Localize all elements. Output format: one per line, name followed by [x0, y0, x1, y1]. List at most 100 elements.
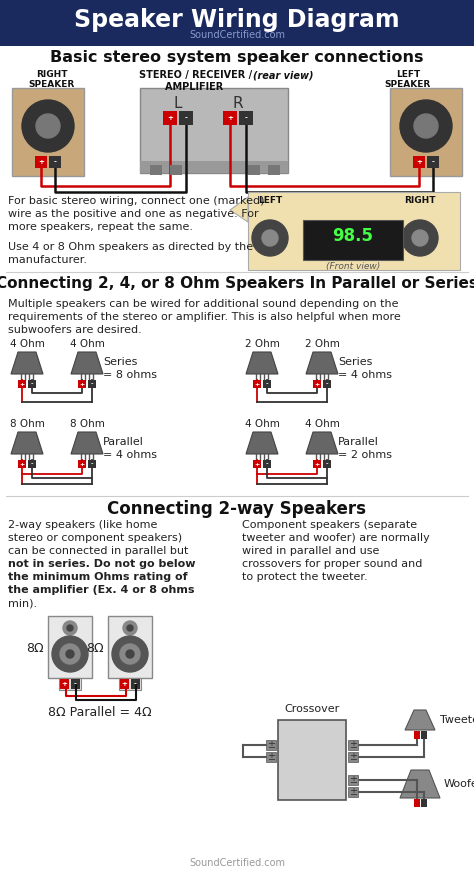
Text: -: -	[326, 461, 328, 466]
Text: Use 4 or 8 Ohm speakers as directed by the: Use 4 or 8 Ohm speakers as directed by t…	[8, 242, 253, 252]
Text: +: +	[19, 382, 25, 387]
Text: Connecting 2-way Speakers: Connecting 2-way Speakers	[108, 500, 366, 518]
Bar	[263, 380, 271, 388]
Text: +: +	[167, 115, 173, 121]
Text: more speakers, repeat the same.: more speakers, repeat the same.	[8, 222, 193, 232]
Text: Woofer: Woofer	[444, 779, 474, 789]
Bar	[108, 616, 152, 678]
Circle shape	[252, 220, 288, 256]
Bar	[78, 460, 86, 468]
Circle shape	[414, 114, 438, 138]
Text: stereo or component speakers): stereo or component speakers)	[8, 533, 182, 543]
Circle shape	[36, 114, 60, 138]
Text: 2-way speakers (like home: 2-way speakers (like home	[8, 520, 157, 530]
Text: -: -	[31, 461, 33, 466]
Text: wired in parallel and use: wired in parallel and use	[242, 546, 379, 556]
Bar	[88, 460, 96, 468]
Text: = 8 ohms: = 8 ohms	[103, 370, 157, 380]
Text: -: -	[31, 382, 33, 387]
Bar	[78, 380, 86, 388]
Polygon shape	[71, 432, 103, 454]
Bar	[414, 799, 420, 807]
Text: -: -	[431, 159, 435, 165]
Circle shape	[120, 644, 140, 664]
Circle shape	[412, 230, 428, 246]
Bar	[313, 380, 321, 388]
Bar	[120, 679, 129, 689]
Text: Tweeter: Tweeter	[440, 715, 474, 725]
Text: +: +	[38, 159, 44, 165]
Bar	[18, 460, 26, 468]
Text: not in series. Do not go below: not in series. Do not go below	[8, 559, 195, 569]
Bar	[348, 752, 358, 762]
Text: = 4 ohms: = 4 ohms	[103, 450, 157, 460]
Text: +: +	[416, 159, 422, 165]
Polygon shape	[71, 352, 103, 374]
Polygon shape	[400, 770, 440, 798]
Bar	[248, 165, 260, 175]
Text: the minimum Ohms rating of: the minimum Ohms rating of	[8, 572, 188, 582]
Text: -: -	[74, 681, 77, 687]
Text: 4 Ohm: 4 Ohm	[9, 339, 45, 349]
Bar	[0, 0, 474, 46]
Bar	[239, 111, 253, 125]
Bar	[253, 380, 261, 388]
Circle shape	[112, 636, 148, 672]
Bar	[414, 731, 420, 739]
Polygon shape	[11, 432, 43, 454]
Text: 2 Ohm: 2 Ohm	[245, 339, 280, 349]
Bar	[12, 88, 84, 176]
Text: RIGHT: RIGHT	[404, 196, 436, 205]
Polygon shape	[246, 432, 278, 454]
Text: Series: Series	[103, 357, 137, 367]
Circle shape	[63, 621, 77, 635]
Text: SoundCertified.com: SoundCertified.com	[189, 30, 285, 40]
Bar	[35, 156, 47, 168]
Text: wire as the positive and one as negative. For: wire as the positive and one as negative…	[8, 209, 259, 219]
Text: +: +	[255, 461, 260, 466]
Text: ±: ±	[349, 775, 357, 785]
Text: -: -	[266, 461, 268, 466]
Text: (rear view): (rear view)	[253, 70, 313, 80]
Text: can be connected in parallel but: can be connected in parallel but	[8, 546, 188, 556]
Bar	[140, 161, 288, 173]
Text: ±: ±	[349, 787, 357, 797]
Bar	[268, 165, 280, 175]
Bar	[266, 740, 276, 750]
Bar	[263, 460, 271, 468]
Text: 2 Ohm: 2 Ohm	[305, 339, 339, 349]
Text: L: L	[174, 96, 182, 111]
Text: the amplifier (Ex. 4 or 8 ohms: the amplifier (Ex. 4 or 8 ohms	[8, 585, 194, 595]
Circle shape	[262, 230, 278, 246]
Bar	[348, 787, 358, 797]
Bar	[421, 799, 427, 807]
Circle shape	[123, 621, 137, 635]
Bar	[18, 380, 26, 388]
Text: ±: ±	[349, 740, 357, 750]
Circle shape	[60, 644, 80, 664]
Text: to protect the tweeter.: to protect the tweeter.	[242, 572, 368, 582]
Text: Multiple speakers can be wired for additional sound depending on the: Multiple speakers can be wired for addit…	[8, 299, 399, 309]
Polygon shape	[306, 432, 338, 454]
Text: 8 Ohm: 8 Ohm	[9, 419, 45, 429]
Text: +: +	[121, 681, 128, 687]
Text: ±: ±	[349, 752, 357, 762]
Text: Speaker Wiring Diagram: Speaker Wiring Diagram	[74, 8, 400, 32]
Bar	[28, 380, 36, 388]
Text: Parallel: Parallel	[338, 437, 379, 447]
Text: ±: ±	[267, 740, 275, 750]
Text: +: +	[79, 382, 85, 387]
Bar	[179, 111, 193, 125]
Text: manufacturer.: manufacturer.	[8, 255, 87, 265]
Circle shape	[126, 650, 134, 658]
Text: For basic stereo wiring, connect one (marked): For basic stereo wiring, connect one (ma…	[8, 196, 264, 206]
Text: +: +	[314, 461, 319, 466]
Text: 4 Ohm: 4 Ohm	[245, 419, 280, 429]
Circle shape	[402, 220, 438, 256]
Text: +: +	[255, 382, 260, 387]
Circle shape	[400, 100, 452, 152]
Text: -: -	[184, 115, 187, 121]
Text: +: +	[227, 115, 233, 121]
Bar	[278, 720, 346, 800]
Text: R: R	[233, 96, 243, 111]
